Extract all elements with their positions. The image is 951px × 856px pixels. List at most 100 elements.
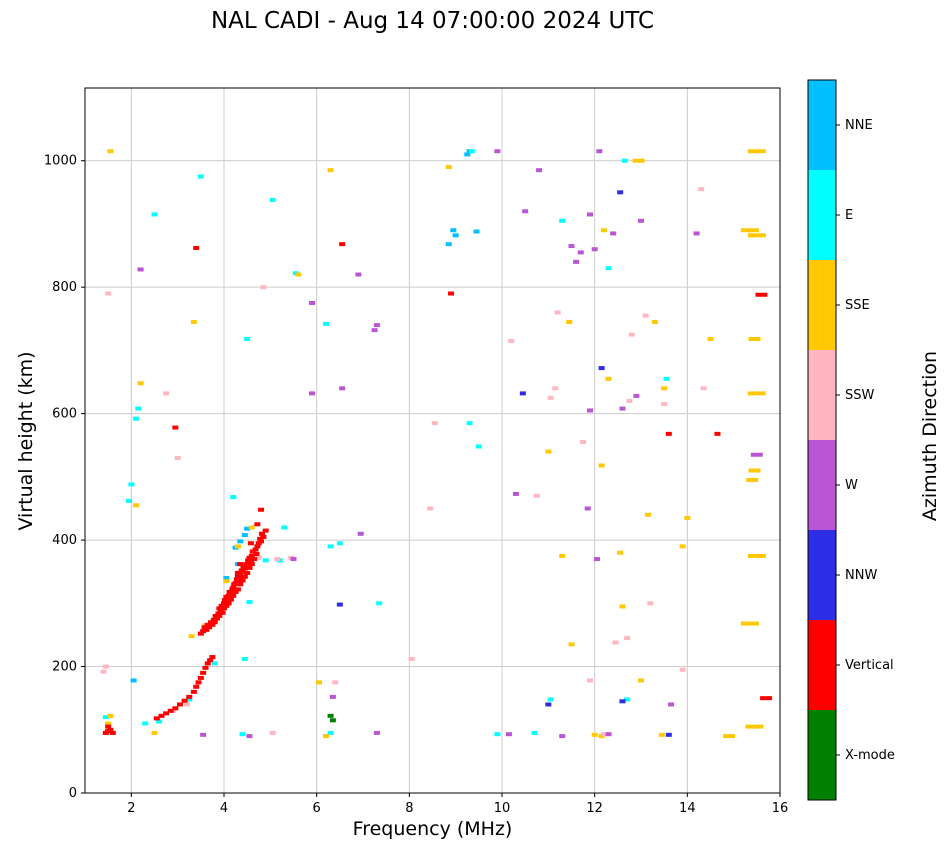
data-point-Vertical: [244, 563, 251, 568]
data-point-Vertical: [202, 665, 209, 670]
colorbar-border: [807, 79, 837, 801]
colorbar-tick-label: SSW: [845, 388, 875, 403]
y-tick-label: 600: [52, 407, 77, 422]
data-point-NNE: [223, 576, 230, 581]
data-point-Vertical: [232, 589, 239, 594]
data-point-SSE: [545, 449, 552, 454]
data-point-Vertical: [215, 611, 222, 616]
data-point-E: [269, 197, 276, 202]
data-point-SSW: [255, 555, 262, 560]
data-point-Vertical: [251, 557, 258, 562]
x-tick-label: 10: [494, 801, 511, 816]
data-point-NNW: [519, 391, 526, 396]
data-point-NNW: [336, 602, 343, 607]
data-point-E: [132, 416, 139, 421]
data-point-SSW: [427, 506, 434, 511]
data-point-SSE: [638, 678, 644, 683]
x-tick-label: 2: [127, 801, 135, 816]
y-tick-label: 800: [52, 280, 77, 295]
data-point-SSW: [431, 421, 438, 426]
x-tick-label: 8: [405, 801, 413, 816]
data-point-NNE: [450, 228, 457, 233]
data-point-E: [230, 495, 237, 500]
data-point-W: [494, 149, 501, 154]
colorbar-segment-Vertical: [808, 620, 836, 710]
data-point-NNW: [617, 190, 624, 195]
data-point-Vertical: [209, 622, 216, 627]
data-point-E: [211, 661, 218, 666]
data-point-Vertical: [210, 617, 217, 622]
data-point-E: [246, 600, 253, 605]
data-point-SSE: [137, 381, 144, 386]
data-point-E: [281, 525, 288, 530]
data-point-SSE: [234, 544, 241, 549]
colorbar-tick-label: SSE: [845, 298, 870, 313]
data-point-X-mode: [327, 713, 334, 718]
data-point-SSE: [707, 337, 714, 342]
x-tick-label: 16: [772, 801, 789, 816]
data-point-SSE: [107, 713, 114, 718]
data-point-Vertical: [193, 684, 200, 689]
data-point-E: [126, 498, 133, 503]
data-point-Vertical: [200, 670, 207, 675]
data-point-Vertical: [246, 565, 253, 570]
data-point-SSW: [274, 557, 281, 562]
data-point-Vertical: [219, 610, 226, 615]
data-point-SSW: [554, 310, 561, 315]
data-point-SSE: [248, 525, 255, 530]
data-point-NNE: [464, 152, 471, 157]
data-point-SSE: [679, 544, 686, 549]
data-point-SSW: [102, 664, 109, 669]
data-point-Vertical: [227, 591, 234, 596]
data-point-W: [559, 734, 566, 739]
data-point-Vertical: [158, 713, 165, 718]
data-point-Vertical: [172, 706, 179, 711]
data-point-Vertical: [227, 597, 234, 602]
data-point-Vertical: [253, 551, 260, 556]
data-point-SSW: [552, 386, 559, 391]
data-point-E: [621, 158, 628, 163]
data-point-Vertical: [760, 696, 773, 701]
data-point-Vertical: [248, 553, 255, 558]
data-point-NNW: [598, 366, 605, 371]
data-point-W: [536, 168, 543, 173]
data-point-Vertical: [239, 578, 246, 583]
data-point-E: [475, 444, 482, 449]
data-point-Vertical: [218, 603, 225, 608]
data-point-W: [373, 730, 380, 735]
data-point-W: [693, 231, 700, 236]
y-tick-label: 200: [52, 660, 77, 675]
data-point-W: [577, 250, 584, 255]
data-point-Vertical: [262, 528, 269, 533]
data-point-Vertical: [234, 587, 241, 592]
data-point-SSE: [107, 149, 114, 154]
colorbar-label: Azimuth Direction: [919, 350, 941, 522]
data-point-Vertical: [167, 708, 174, 713]
data-point-Vertical: [221, 606, 227, 611]
data-point-Vertical: [665, 431, 672, 436]
data-point-W: [619, 406, 626, 411]
data-point-E: [156, 719, 163, 724]
data-point-W: [373, 323, 380, 328]
data-point-SSE: [661, 386, 668, 391]
data-point-Vertical: [234, 579, 241, 584]
data-point-Vertical: [181, 698, 188, 703]
data-point-W: [355, 272, 362, 277]
y-tick-label: 1000: [44, 154, 77, 169]
data-point-W: [505, 732, 512, 737]
colorbar-tick-label: W: [845, 478, 858, 493]
data-point-Vertical: [105, 724, 112, 729]
data-point-Vertical: [714, 431, 721, 436]
data-point-SSW: [408, 656, 415, 661]
data-point-SSW: [183, 702, 190, 707]
data-point-SSE: [747, 233, 766, 238]
data-point-Vertical: [260, 534, 267, 539]
data-point-E: [135, 406, 142, 411]
data-point-Vertical: [257, 536, 264, 541]
data-point-Vertical: [225, 593, 232, 598]
data-point-Vertical: [212, 613, 219, 618]
x-axis-label: Frequency (MHz): [352, 818, 513, 840]
colorbar-segment-E: [808, 170, 836, 260]
